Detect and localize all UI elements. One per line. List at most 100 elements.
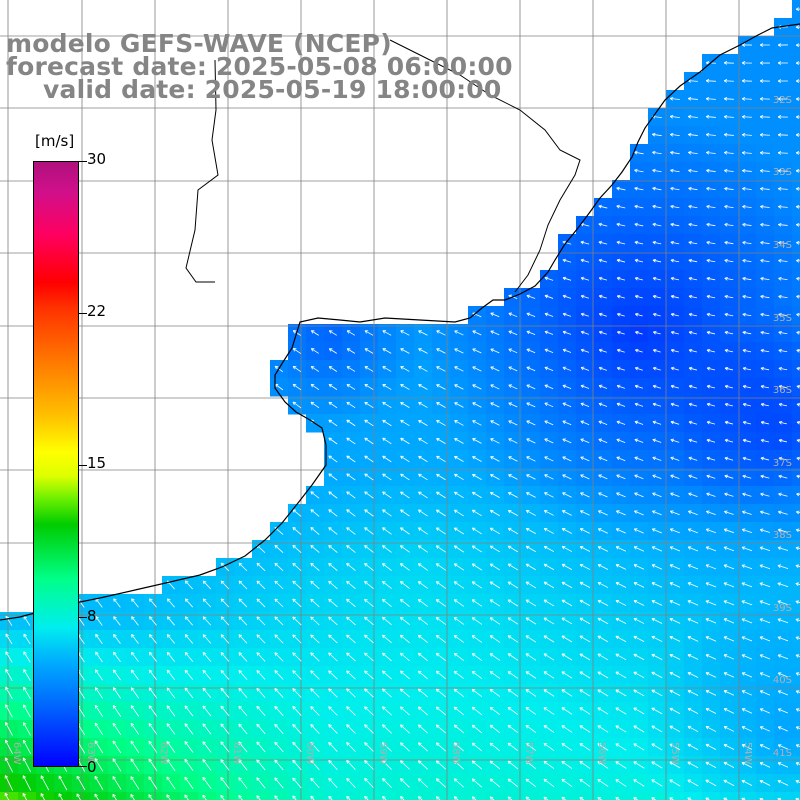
arrow-shaft: [256, 544, 266, 554]
arrow-head: [706, 132, 710, 135]
arrow-head: [544, 492, 547, 496]
arrow-shaft: [562, 528, 572, 534]
wind-arrow: [741, 43, 752, 47]
arrow-shaft: [526, 456, 536, 462]
arrow-shaft: [796, 278, 800, 280]
arrow-shaft: [670, 457, 680, 461]
wind-arrow: [778, 402, 788, 407]
arrow-head: [705, 564, 709, 568]
arrow-head: [634, 168, 638, 171]
arrow-shaft: [706, 152, 716, 154]
wind-arrow: [759, 564, 771, 570]
wind-arrow: [778, 492, 788, 497]
wind-arrow: [760, 492, 770, 497]
arrow-head: [724, 294, 728, 297]
wind-arrow: [561, 510, 572, 516]
arrow-shaft: [778, 475, 788, 479]
arrow-head: [724, 403, 728, 407]
arrow-shaft: [670, 98, 680, 100]
wind-arrow: [526, 438, 536, 444]
arrow-head: [688, 493, 691, 497]
arrow-shaft: [598, 528, 608, 534]
arrow-head: [634, 240, 639, 243]
wind-arrow: [760, 420, 769, 425]
speed-cell: [486, 792, 505, 800]
arrow-shaft: [526, 527, 536, 535]
arrow-head: [364, 473, 367, 478]
wind-arrow: [453, 527, 464, 535]
arrow-head: [670, 134, 674, 137]
wind-arrow: [418, 366, 428, 372]
arrow-head: [617, 384, 621, 387]
arrow-shaft: [328, 384, 338, 390]
arrow-shaft: [670, 492, 680, 498]
arrow-head: [634, 510, 637, 514]
arrow-shaft: [670, 421, 680, 425]
wind-arrow: [670, 438, 680, 443]
arrow-head: [778, 475, 782, 479]
arrow-head: [616, 241, 620, 245]
wind-arrow: [364, 366, 374, 372]
wind-arrow: [508, 312, 518, 318]
arrow-shaft: [706, 510, 716, 516]
arrow-shaft: [526, 330, 536, 336]
arrow-shaft: [651, 546, 663, 552]
arrow-shaft: [292, 545, 302, 553]
arrow-shaft: [418, 402, 428, 408]
wind-arrow: [454, 473, 464, 481]
arrow-head: [634, 169, 638, 173]
arrow-head: [581, 312, 585, 315]
wind-arrow: [616, 294, 625, 299]
arrow-shaft: [579, 546, 591, 552]
arrow-head: [580, 456, 583, 460]
arrow-shaft: [687, 546, 699, 552]
arrow-shaft: [472, 348, 482, 354]
arrow-head: [562, 492, 565, 496]
arrow-head: [635, 348, 639, 351]
arrow-head: [651, 528, 655, 532]
arrow-shaft: [472, 330, 482, 336]
arrow-head: [742, 385, 746, 389]
arrow-shaft: [778, 493, 788, 497]
arrow-shaft: [382, 384, 392, 390]
wind-arrow: [670, 348, 679, 353]
arrow-head: [796, 222, 800, 225]
arrow-head: [688, 277, 692, 281]
wind-arrow: [453, 563, 465, 571]
wind-arrow: [328, 545, 338, 553]
arrow-head: [742, 277, 746, 281]
arrow-shaft: [742, 313, 752, 317]
arrow-head: [796, 312, 800, 315]
arrow-shaft: [706, 277, 716, 281]
arrow-shaft: [652, 492, 662, 498]
arrow-shaft: [796, 296, 800, 298]
arrow-head: [778, 206, 782, 209]
arrow-head: [778, 294, 782, 297]
arrow-head: [669, 546, 673, 550]
arrow-head: [795, 7, 800, 10]
arrow-shaft: [724, 457, 734, 461]
arrow-shaft: [310, 527, 320, 535]
wind-arrow: [759, 97, 770, 101]
arrow-shaft: [724, 349, 734, 353]
arrow-head: [418, 473, 421, 478]
arrow-shaft: [364, 384, 374, 390]
arrow-head: [742, 260, 746, 263]
arrow-head: [688, 295, 692, 299]
wind-arrow: [489, 509, 500, 517]
wind-arrow: [742, 312, 752, 317]
arrow-head: [256, 563, 259, 567]
arrow-head: [652, 349, 656, 353]
arrow-shaft: [311, 348, 319, 354]
arrow-head: [436, 402, 439, 406]
arrow-head: [778, 510, 782, 513]
wind-arrow: [669, 546, 681, 552]
arrow-shaft: [418, 455, 428, 463]
arrow-head: [598, 313, 602, 317]
speed-cell: [792, 360, 800, 379]
arrow-shaft: [778, 457, 788, 461]
arrow-head: [706, 188, 710, 191]
wind-arrow: [562, 330, 572, 335]
wind-arrow: [759, 546, 771, 551]
